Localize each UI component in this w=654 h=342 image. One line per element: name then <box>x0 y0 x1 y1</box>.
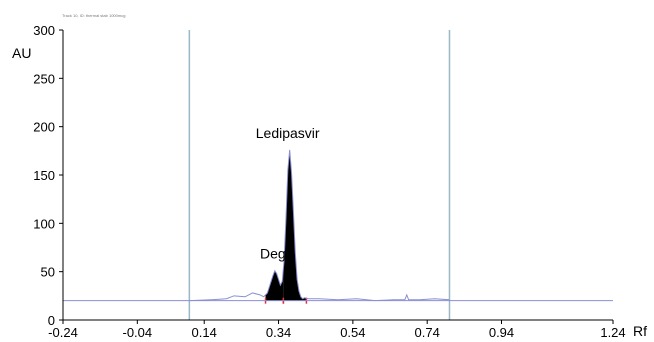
x-tick-label: 0.54 <box>340 325 365 340</box>
x-tick-label: -0.04 <box>123 325 153 340</box>
marker-lines <box>188 30 451 320</box>
trace-line <box>189 149 450 302</box>
y-tick-label: 50 <box>41 265 55 280</box>
y-tick-label: 100 <box>33 216 55 231</box>
chart-header: Track 10, ID: thermal stab 1000mcg <box>62 13 125 18</box>
axes <box>59 29 614 324</box>
y-tick-label: 200 <box>33 120 55 135</box>
x-tick-label: 0.74 <box>415 325 440 340</box>
trace-series <box>63 149 613 302</box>
labels: 0 50 100 150 200 250 300 -0.24 -0.04 0.14 0.34 0.54… <box>33 23 625 340</box>
x-axis-title: Rf <box>633 323 647 339</box>
peak-label: Deg <box>260 246 286 262</box>
x-tick-label: 0.94 <box>489 325 514 340</box>
y-tick-label: 150 <box>33 168 55 183</box>
x-tick-label: 0.34 <box>266 325 291 340</box>
x-tick-label: -0.24 <box>48 325 78 340</box>
peak-area <box>283 149 307 301</box>
peak-area <box>265 268 284 301</box>
peak-label: Ledipasvir <box>256 125 320 141</box>
x-tick-label: 0.14 <box>192 325 217 340</box>
y-tick-label: 300 <box>33 23 55 38</box>
x-tick-label: 1.24 <box>600 325 625 340</box>
y-tick-label: 250 <box>33 71 55 86</box>
y-tick-label: 0 <box>48 313 55 328</box>
y-axis-title: AU <box>12 45 31 61</box>
